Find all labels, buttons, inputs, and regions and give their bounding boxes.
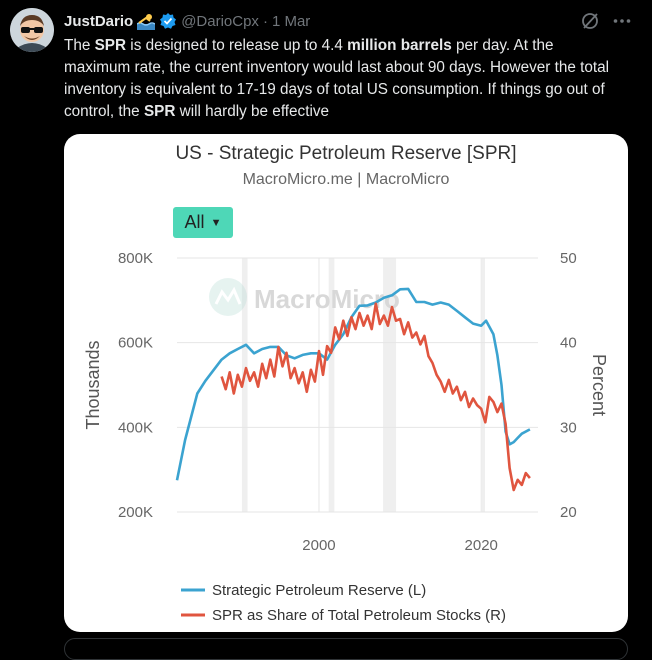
watermark-logo-icon xyxy=(209,278,247,316)
y-right-tick-label: 20 xyxy=(560,504,577,521)
tweet-text-segment: will hardly be effective xyxy=(175,103,330,120)
chart-card[interactable]: US - Strategic Petroleum Reserve [SPR] M… xyxy=(64,134,628,632)
watermark-logo-mark xyxy=(214,286,242,305)
series-line-2 xyxy=(220,302,531,492)
tweet-text: The SPR is designed to release up to 4.4… xyxy=(64,35,624,123)
legend-label-2: SPR as Share of Total Petroleum Stocks (… xyxy=(212,607,506,624)
more-icon[interactable] xyxy=(612,11,632,31)
y-right-tick-label: 30 xyxy=(560,419,577,436)
tweet-header: JustDario @DarioCpx · 1 Mar xyxy=(64,11,310,31)
tweet-text-bold: SPR xyxy=(143,103,176,120)
legend-label-1: Strategic Petroleum Reserve (L) xyxy=(212,582,426,599)
range-filter-button[interactable]: All ▼ xyxy=(173,207,233,238)
author-avatar[interactable] xyxy=(10,8,54,52)
tweet-text-bold: SPR xyxy=(94,37,127,54)
grok-icon[interactable] xyxy=(580,11,600,31)
y-right-tick-label: 50 xyxy=(560,250,577,267)
y-left-tick-label: 800K xyxy=(118,250,153,267)
x-tick-label: 2000 xyxy=(302,537,335,554)
y-left-tick-label: 600K xyxy=(118,335,153,352)
y-left-tick-label: 200K xyxy=(118,504,153,521)
tweet-text-segment: is designed to release up to 4.4 xyxy=(126,37,348,54)
watermark xyxy=(209,278,247,316)
verified-badge-icon[interactable] xyxy=(159,12,177,30)
series-line-1 xyxy=(175,287,531,481)
y-right-axis-title: Percent xyxy=(589,354,609,416)
recession-band xyxy=(241,258,248,512)
range-filter-label: All xyxy=(184,212,205,232)
author-name[interactable]: JustDario xyxy=(64,12,134,30)
next-post-card xyxy=(64,638,628,660)
y-left-axis-title: Thousands xyxy=(83,340,103,429)
chart-subtitle: MacroMicro.me | MacroMicro xyxy=(242,171,450,188)
x-tick-label: 2020 xyxy=(465,537,498,554)
y-right-tick-label: 40 xyxy=(560,335,577,352)
post-date[interactable]: 1 Mar xyxy=(271,12,311,30)
tweet-text-segment: per day. At the maximum rate, the curren… xyxy=(64,37,610,120)
caret-down-icon: ▼ xyxy=(210,216,222,229)
chart-title: US - Strategic Petroleum Reserve [SPR] xyxy=(175,143,517,164)
header-separator: · xyxy=(262,12,268,30)
tweet-text-bold: million barrels xyxy=(347,37,452,54)
recession-band xyxy=(482,258,486,512)
swimmer-emoji-icon xyxy=(137,12,156,30)
y-left-tick-label: 400K xyxy=(118,419,153,436)
author-handle[interactable]: @DarioCpx xyxy=(181,12,259,30)
tweet-text-segment: The xyxy=(64,37,95,54)
recession-band xyxy=(328,258,335,512)
